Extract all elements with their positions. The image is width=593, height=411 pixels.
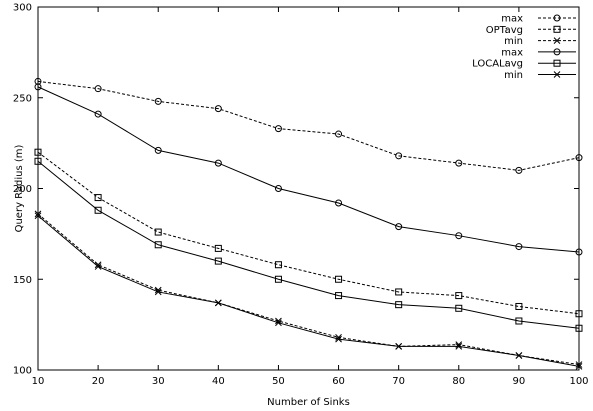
- data-point: [154, 97, 162, 105]
- data-point: [94, 110, 102, 118]
- series-opt-max: [34, 77, 583, 174]
- legend-series-label: max: [501, 47, 523, 58]
- series-line: [37, 86, 580, 253]
- data-point: [515, 352, 523, 359]
- data-point: [94, 206, 102, 214]
- y-tick-label: 150: [13, 275, 32, 286]
- legend-group-label: OPT:: [486, 25, 508, 36]
- series-opt-min: [34, 210, 583, 368]
- series-line: [37, 80, 580, 171]
- legend-swatch-marker: [553, 59, 561, 67]
- y-axis-title: Query Radius (m): [14, 144, 25, 232]
- data-point: [275, 319, 282, 327]
- series-local-max: [34, 83, 583, 256]
- plot-frame: [37, 6, 580, 371]
- legend-swatch-marker: [553, 14, 561, 22]
- data-point: [335, 199, 343, 207]
- data-point: [395, 343, 403, 350]
- data-point: [94, 194, 102, 202]
- data-point: [94, 261, 102, 269]
- data-point: [335, 275, 343, 283]
- legend-swatch-marker: [553, 25, 561, 33]
- legend-series-label: min: [504, 36, 523, 47]
- data-point: [154, 241, 162, 249]
- data-point: [515, 302, 523, 310]
- x-tick-label: 70: [392, 376, 405, 387]
- series-opt-avg: [34, 148, 583, 318]
- x-tick-label: 100: [569, 376, 588, 387]
- data-point: [395, 223, 403, 231]
- legend-swatch-marker: [553, 48, 561, 56]
- data-point: [455, 304, 463, 312]
- x-tick-label: 50: [272, 376, 285, 387]
- data-point: [214, 244, 222, 252]
- data-point: [274, 125, 282, 133]
- y-tick-label: 250: [13, 93, 32, 104]
- data-point: [154, 146, 162, 154]
- data-point: [214, 159, 222, 167]
- series-layer: [34, 77, 583, 370]
- x-tick-label: 20: [92, 376, 105, 387]
- data-point: [395, 301, 403, 309]
- legend-group-label: LOCAL:: [472, 59, 508, 70]
- data-point: [335, 130, 343, 138]
- legend-swatch-marker: [553, 37, 561, 44]
- data-point: [274, 261, 282, 269]
- data-point: [515, 166, 523, 174]
- series-line: [37, 151, 580, 315]
- x-tick-label: 30: [152, 376, 165, 387]
- x-tick-label: 40: [212, 376, 225, 387]
- data-point: [214, 105, 222, 113]
- y-tick-label: 100: [13, 366, 32, 377]
- data-point: [515, 317, 523, 325]
- legend-series-label: min: [504, 70, 523, 81]
- data-point: [455, 232, 463, 240]
- data-point: [515, 243, 523, 251]
- data-point: [94, 263, 102, 270]
- data-point: [274, 275, 282, 283]
- x-axis-title: Number of Sinks: [267, 397, 350, 408]
- data-point: [335, 335, 342, 343]
- y-tick-label: 200: [13, 184, 32, 195]
- data-point: [455, 159, 463, 167]
- data-point: [395, 152, 403, 160]
- series-local-min: [34, 212, 583, 370]
- data-point: [455, 343, 463, 350]
- data-point: [274, 185, 282, 192]
- legend-series-label: avg: [505, 25, 523, 36]
- series-line: [37, 213, 580, 366]
- data-point: [94, 85, 102, 93]
- x-tick-label: 10: [32, 376, 45, 387]
- x-tick-label: 60: [332, 376, 345, 387]
- legend-series-label: max: [501, 14, 523, 25]
- legend-swatch-marker: [553, 71, 561, 78]
- data-point: [154, 288, 162, 296]
- series-line: [37, 215, 580, 367]
- series-local-avg: [34, 157, 583, 332]
- data-point: [214, 257, 222, 265]
- y-tick-label: 300: [13, 3, 32, 14]
- data-point: [214, 299, 222, 307]
- data-point: [154, 228, 162, 236]
- x-tick-label: 80: [452, 376, 465, 387]
- data-point: [455, 292, 463, 300]
- data-point: [395, 288, 403, 296]
- series-line: [37, 160, 580, 329]
- x-tick-label: 90: [513, 376, 526, 387]
- data-point: [335, 292, 343, 300]
- legend-series-label: avg: [505, 59, 523, 70]
